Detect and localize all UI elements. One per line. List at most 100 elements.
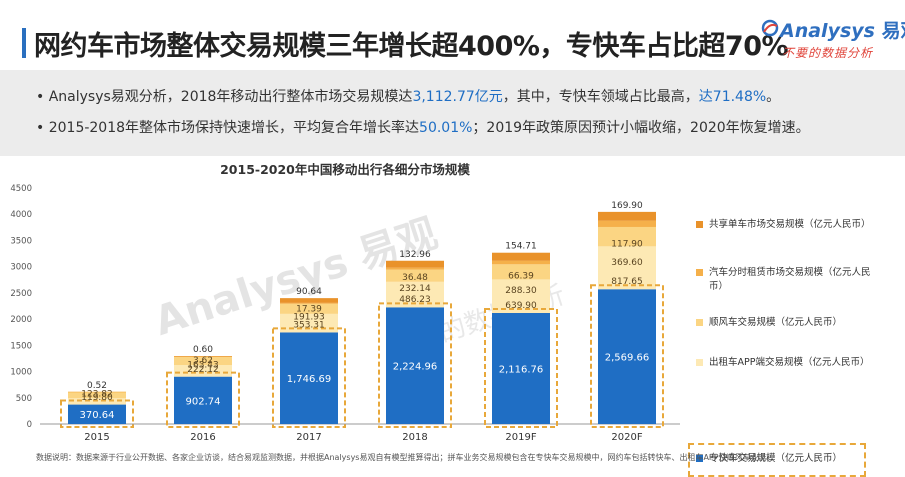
data-label: 3.62 [193,356,213,366]
bar-segment [280,303,338,314]
x-tick-label: 2016 [190,432,215,443]
y-tick-label: 2500 [10,289,32,299]
data-label: 123.82 [81,390,113,400]
x-tick-label: 2020F [611,432,642,443]
title-accent-bar [22,28,26,58]
logo-wordmark: Analysys 易观 [766,16,905,43]
logo-swirl-icon [761,19,779,37]
data-label: 163.43 [187,361,219,371]
legend-label: 专快车交易规模（亿元人民币） [709,453,843,464]
data-label: 0.60 [193,345,213,355]
summary-text: 2015-2018年整体市场保持快速增长，平均复合年增长率达 [48,120,420,136]
legend-swatch [696,359,703,366]
data-label: 119.80 [81,393,113,403]
stacked-bar-chart: Analysys 易观不要的数据分析2015-2020年中国移动出行各细分市场规… [10,162,680,443]
data-label: 369.60 [611,258,643,268]
highlight-box [272,327,346,428]
summary-highlight: 达71.48% [698,89,767,105]
bar-segment [492,252,550,261]
analysys-logo: Analysys 易观 不要的数据分析 [760,14,905,64]
data-label: 353.31 [293,321,325,331]
y-tick-label: 1500 [10,341,32,351]
highlight-box [60,399,134,429]
bar-segment [174,365,232,377]
summary-highlight: 50.01% [419,120,473,136]
bar-segment [492,260,550,265]
bar-segment [68,391,126,393]
y-tick-label: 3500 [10,236,32,246]
x-tick-label: 2018 [402,432,427,443]
data-label: 90.64 [296,287,322,297]
bar-segment [68,391,126,399]
x-tick-label: 2015 [84,432,109,443]
data-label: 2,116.76 [499,364,544,375]
data-label: 36.48 [402,273,428,283]
y-tick-label: 4000 [10,210,32,220]
summary-text: Analysys易观分析，2018年移动出行整体市场交易规模达 [48,89,413,105]
data-label: 132.96 [399,250,431,260]
data-label: 2,569.66 [605,353,650,364]
legend-label: 顺风车交易规模（亿元人民币） [709,317,843,328]
legend-swatch [696,319,703,326]
logo-latin: Analysys [780,20,875,42]
bar-segment [386,307,444,424]
data-label: 2,224.96 [393,362,438,373]
summary-line-2: • 2015-2018年整体市场保持快速增长，平均复合年增长率达50.01%；2… [36,117,810,137]
bar-segment [280,298,338,303]
data-label: 817.65 [611,277,643,287]
legend-label: 汽车分时租赁市场交易规模（亿元人民币） [709,267,871,292]
page-title: 网约车市场整体交易规模三年增长超400%，专快车占比超70% [34,31,789,62]
bar-segment [174,356,232,357]
summary-line-1: • Analysys易观分析，2018年移动出行整体市场交易规模达3,112.7… [36,86,780,106]
bar-segment [598,226,656,247]
bar-segment [386,260,444,268]
bar-segment [280,332,338,424]
legend-label: 共享单车市场交易规模（亿元人民币） [709,219,871,230]
logo-slogan: 不要的数据分析 [782,46,874,60]
bar-segment [386,269,444,282]
data-label: 66.39 [508,272,534,282]
y-tick-label: 0 [27,420,32,430]
data-label: 117.90 [611,239,643,249]
summary-text: 。 [766,89,781,105]
bullet: • [36,120,49,136]
highlight-box [590,284,664,428]
data-label: 17.39 [296,304,322,314]
legend-swatch [696,221,703,228]
y-tick-label: 2000 [10,315,32,325]
summary-panel: • Analysys易观分析，2018年移动出行整体市场交易规模达3,112.7… [0,70,905,156]
bar-segment [598,211,656,221]
bar-segment [280,302,338,304]
chart-title: 2015-2020年中国移动出行各细分市场规模 [220,162,470,177]
summary-text: ，其中，专快车领域占比最高， [502,89,699,105]
bar-segment [492,312,550,424]
bar-segment [492,279,550,313]
data-label: 0.52 [87,381,107,391]
bar-segment [598,246,656,290]
highlight-box [378,302,452,428]
data-label: 191.93 [293,313,325,323]
bar-segment [492,264,550,280]
chart-area: Analysys 易观 不要的数据分析 2015-2020年中国移动出行各细分市场规… [0,160,905,477]
legend-swatch [696,269,703,276]
bullet: • [36,89,49,105]
y-tick-label: 1000 [10,368,32,378]
bar-segment [386,267,444,270]
x-tick-label: 2017 [296,432,321,443]
data-label: 222.12 [187,365,219,375]
x-tick-label: 2019F [505,432,536,443]
data-label: 232.14 [399,284,431,294]
logo-cn: 易观 [881,20,905,42]
summary-highlight: 3,112.77亿元 [412,89,503,105]
data-label: 639.90 [505,301,537,311]
bar-segment [68,404,126,424]
bar-segment [174,376,232,424]
summary-text: ；2019年政策原因预计小幅收缩，2020年恢复增速。 [472,120,810,136]
data-label: 370.64 [80,410,115,421]
highlight-box [166,371,240,428]
y-tick-label: 500 [16,394,32,404]
y-tick-label: 4500 [10,184,32,194]
data-label: 288.30 [505,286,537,296]
highlight-box [484,307,558,428]
bar-segment [598,289,656,424]
